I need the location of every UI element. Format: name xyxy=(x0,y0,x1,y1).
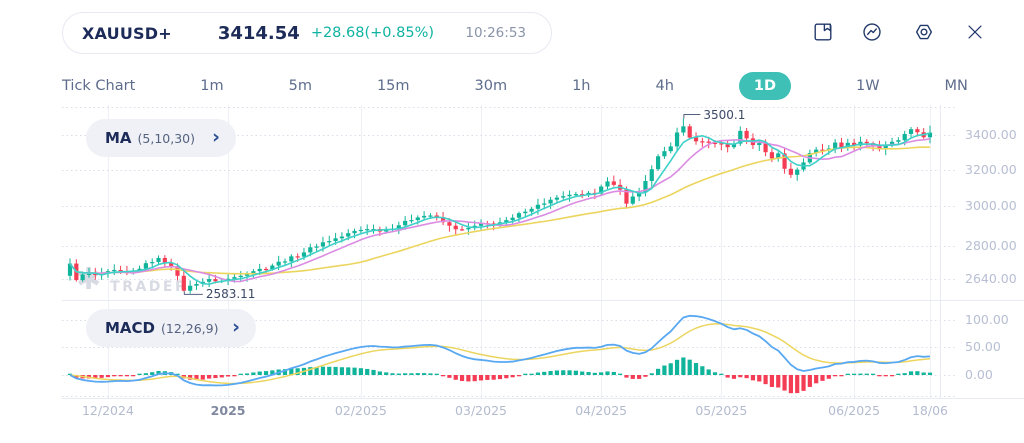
ma-indicator-name: MA xyxy=(105,129,132,147)
chevron-right-icon: › xyxy=(232,315,240,338)
high-price-annotation: 3500.1 xyxy=(703,107,746,122)
tab-1h[interactable]: 1h xyxy=(572,78,591,94)
x-axis-label: 2025 xyxy=(210,403,246,418)
y-axis-label-macd: 100.00 xyxy=(965,311,1009,327)
y-axis-label-macd: 0.00 xyxy=(965,367,993,382)
x-axis-label: 03/2025 xyxy=(455,403,507,418)
y-axis-label-price: 2800.00 xyxy=(965,237,1017,253)
quote-pill[interactable]: XAUUSD+ 3414.54 +28.68(+0.85%) 10:26:53 xyxy=(62,12,552,54)
save-template-icon[interactable] xyxy=(812,21,834,43)
price-change: +28.68(+0.85%) xyxy=(310,25,434,41)
indicators-icon[interactable] xyxy=(861,21,883,43)
last-price: 3414.54 xyxy=(217,22,300,44)
settings-icon[interactable] xyxy=(913,21,935,43)
macd-indicator-params: (12,26,9) xyxy=(161,320,219,336)
y-axis-label-price: 3400.00 xyxy=(965,127,1017,143)
x-axis-label: 12/2024 xyxy=(81,403,134,418)
chevron-right-icon: › xyxy=(212,125,220,148)
x-axis-label: 02/2025 xyxy=(334,403,387,418)
tab-4h[interactable]: 4h xyxy=(655,78,674,94)
x-axis-label: 04/2025 xyxy=(575,403,628,418)
ma-indicator-params: (5,10,30) xyxy=(137,130,196,146)
ma-indicator-button[interactable]: MA (5,10,30) › xyxy=(86,119,236,157)
x-axis-label: 18/06 xyxy=(911,403,949,418)
tab-5m[interactable]: 5m xyxy=(288,78,312,94)
low-price-annotation: 2583.11 xyxy=(205,287,256,302)
server-time: 10:26:53 xyxy=(465,25,526,41)
y-axis-label-macd: 50.00 xyxy=(965,339,1001,355)
tab-tick-chart[interactable]: Tick Chart xyxy=(62,78,136,94)
tab-30m[interactable]: 30m xyxy=(474,78,508,94)
macd-indicator-name: MACD xyxy=(105,319,155,337)
tab-1m[interactable]: 1m xyxy=(200,78,224,94)
tab-15m[interactable]: 15m xyxy=(376,78,410,94)
y-axis-label-price: 3000.00 xyxy=(965,198,1017,214)
tab-mn[interactable]: MN xyxy=(944,78,968,94)
macd-indicator-button[interactable]: MACD (12,26,9) › xyxy=(86,309,256,347)
timeframe-tabs: Tick Chart 1m 5m 15m 30m 1h 4h 1D 1W MN xyxy=(62,70,968,102)
tab-1w[interactable]: 1W xyxy=(856,78,880,94)
close-icon[interactable] xyxy=(964,21,986,43)
y-axis-label-price: 3200.00 xyxy=(965,161,1017,177)
symbol-name: XAUUSD+ xyxy=(82,23,172,43)
tab-1d[interactable]: 1D xyxy=(738,72,792,100)
x-axis-label: 05/2025 xyxy=(695,403,748,418)
y-axis-label-price: 2640.00 xyxy=(965,271,1017,286)
x-axis-label: 06/2025 xyxy=(828,403,881,418)
